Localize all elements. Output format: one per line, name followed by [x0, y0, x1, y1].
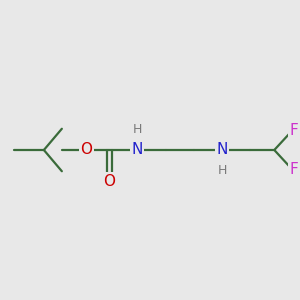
Text: H: H — [132, 123, 142, 136]
Text: N: N — [216, 142, 228, 158]
Text: N: N — [131, 142, 143, 158]
Text: O: O — [80, 142, 92, 158]
Text: F: F — [290, 162, 298, 177]
Text: O: O — [103, 173, 115, 188]
Text: F: F — [290, 123, 298, 138]
Text: H: H — [217, 164, 227, 177]
